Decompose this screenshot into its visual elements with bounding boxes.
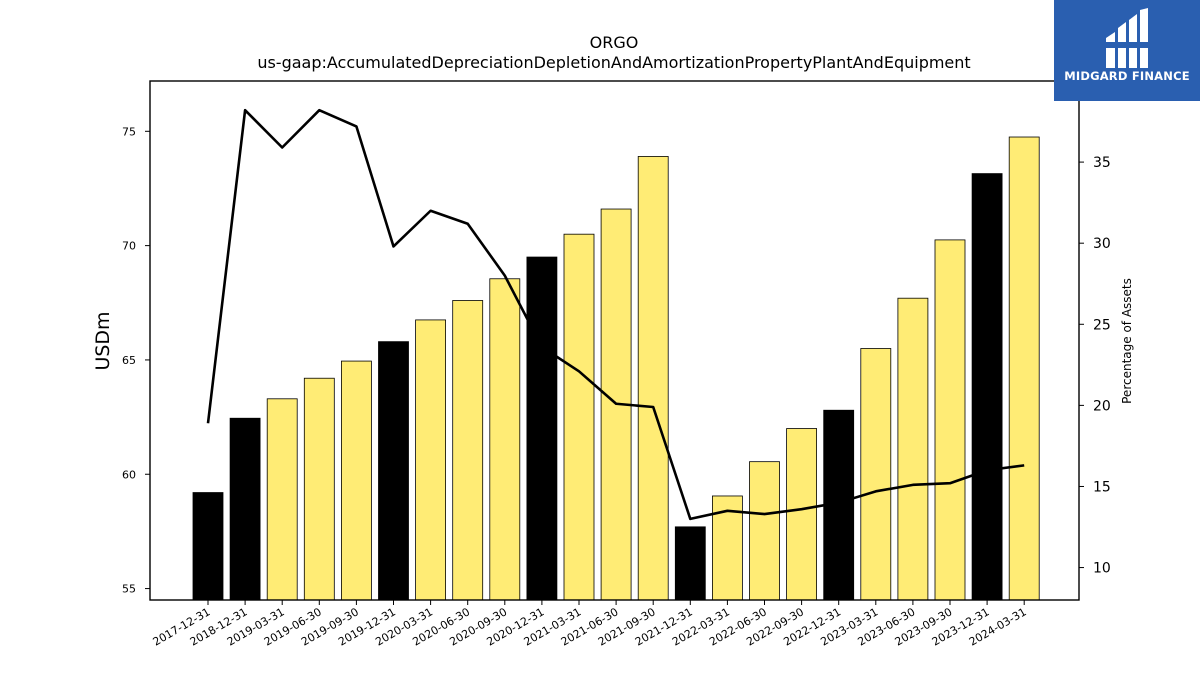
bar-2019-03-31 bbox=[266, 398, 298, 601]
y-tick-label: 55 bbox=[122, 583, 136, 596]
bar-2018-12-31 bbox=[229, 417, 261, 601]
y-tick-label: 60 bbox=[122, 468, 136, 481]
chart-subtitle: us-gaap:AccumulatedDepreciationDepletion… bbox=[257, 53, 970, 72]
bar-2017-12-31 bbox=[192, 492, 224, 601]
bar-2023-06-30 bbox=[897, 297, 929, 601]
y-axis-right: 10 15 20 25 30 35 bbox=[1079, 155, 1111, 577]
y2-axis-label: Percentage of Assets bbox=[1120, 278, 1134, 404]
y-tick-label: 70 bbox=[122, 240, 136, 253]
chart-title: ORGO bbox=[590, 33, 639, 52]
bar-2020-06-30 bbox=[452, 300, 484, 601]
bar-2019-06-30 bbox=[303, 377, 335, 601]
bar-2021-09-30 bbox=[637, 156, 669, 601]
bar-2020-12-31 bbox=[526, 256, 558, 601]
y-tick-label: 75 bbox=[122, 125, 136, 138]
y2-tick-label: 10 bbox=[1093, 561, 1111, 577]
bar-2022-06-30 bbox=[749, 461, 780, 601]
y-axis-left: 55 60 65 70 75 bbox=[122, 125, 150, 596]
bars-group bbox=[192, 136, 1040, 601]
line-group bbox=[206, 108, 1025, 521]
bar-2021-12-31 bbox=[674, 526, 706, 601]
y2-tick-label: 20 bbox=[1093, 398, 1111, 414]
bar-2020-03-31 bbox=[415, 319, 447, 601]
bar-2023-12-31 bbox=[971, 173, 1003, 601]
bar-2021-03-31 bbox=[563, 233, 595, 601]
logo-text: MIDGARD FINANCE bbox=[1064, 69, 1190, 83]
bar-2023-03-31 bbox=[860, 348, 892, 601]
plot-frame bbox=[149, 80, 1080, 601]
y-axis-label: USDm bbox=[92, 311, 114, 370]
y2-tick-label: 15 bbox=[1093, 479, 1111, 495]
bar-2019-09-30 bbox=[340, 360, 372, 601]
y2-tick-label: 30 bbox=[1093, 236, 1111, 252]
x-axis: 2017-12-312018-12-312019-03-312019-06-30… bbox=[151, 600, 1029, 649]
y-tick-label: 65 bbox=[122, 354, 136, 367]
bar-2023-09-30 bbox=[934, 239, 966, 601]
logo-badge bbox=[1054, 0, 1200, 101]
logo-icon bbox=[1106, 8, 1148, 68]
y2-tick-label: 35 bbox=[1093, 155, 1111, 171]
bar-2024-03-31 bbox=[1008, 136, 1040, 601]
percentage-line bbox=[206, 108, 1025, 521]
bar-2020-09-30 bbox=[489, 278, 521, 601]
y2-tick-label: 25 bbox=[1093, 317, 1111, 333]
bar-2022-09-30 bbox=[786, 428, 817, 601]
bar-2019-12-31 bbox=[378, 341, 409, 601]
